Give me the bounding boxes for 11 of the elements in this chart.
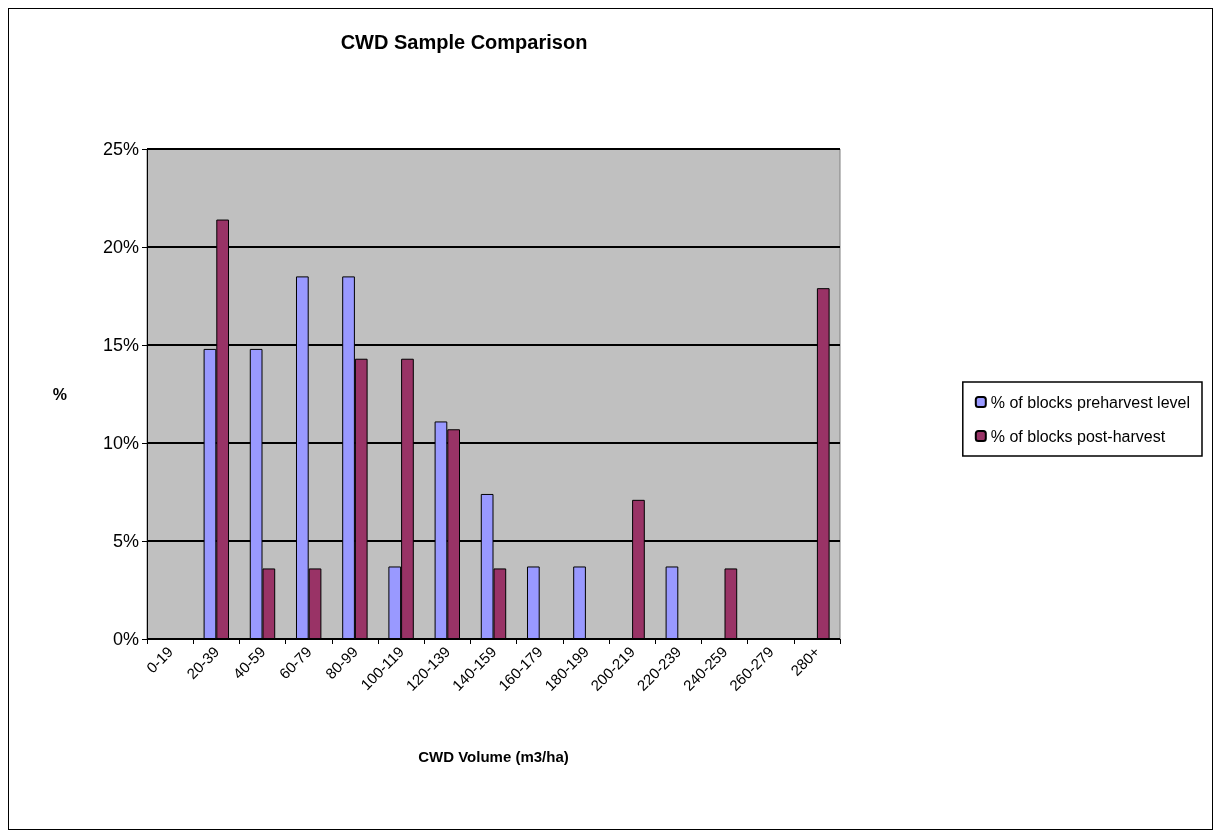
y-tick-label: 15%: [102, 335, 139, 355]
y-tick-label: 25%: [102, 139, 139, 159]
x-axis-title: CWD Volume (m3/ha): [418, 748, 569, 765]
y-tick-label: 0%: [112, 629, 139, 649]
legend-label: % of blocks post-harvest: [990, 427, 1166, 445]
chart-title: CWD Sample Comparison: [340, 31, 588, 53]
y-tick-label: 5%: [112, 531, 139, 551]
y-tick-label: 10%: [102, 433, 139, 453]
y-axis-title: %: [52, 385, 67, 403]
legend-label: % of blocks preharvest level: [990, 393, 1190, 411]
y-tick-label: 20%: [102, 237, 139, 257]
